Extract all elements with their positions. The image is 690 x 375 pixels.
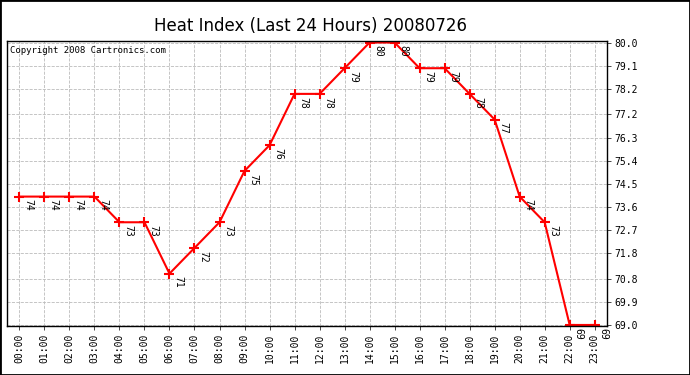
Text: 79: 79 [424,71,434,83]
Text: 78: 78 [299,97,308,108]
Text: 73: 73 [124,225,134,237]
Text: 74: 74 [23,200,34,211]
Text: 74: 74 [99,200,108,211]
Text: 73: 73 [549,225,559,237]
Text: 77: 77 [499,122,509,134]
Text: 71: 71 [174,276,184,288]
Text: 75: 75 [248,174,259,186]
Text: 80: 80 [374,45,384,57]
Text: 78: 78 [474,97,484,108]
Text: 76: 76 [274,148,284,160]
Text: 74: 74 [524,200,534,211]
Text: 72: 72 [199,251,208,262]
Text: 74: 74 [74,200,83,211]
Text: 78: 78 [324,97,334,108]
Text: Copyright 2008 Cartronics.com: Copyright 2008 Cartronics.com [10,45,166,54]
Text: 69: 69 [574,328,584,339]
Text: 74: 74 [48,200,59,211]
Text: 73: 73 [148,225,159,237]
Text: 69: 69 [599,328,609,339]
Text: Heat Index (Last 24 Hours) 20080726: Heat Index (Last 24 Hours) 20080726 [154,17,467,35]
Text: 80: 80 [399,45,408,57]
Text: 79: 79 [348,71,359,83]
Text: 79: 79 [448,71,459,83]
Text: 73: 73 [224,225,234,237]
